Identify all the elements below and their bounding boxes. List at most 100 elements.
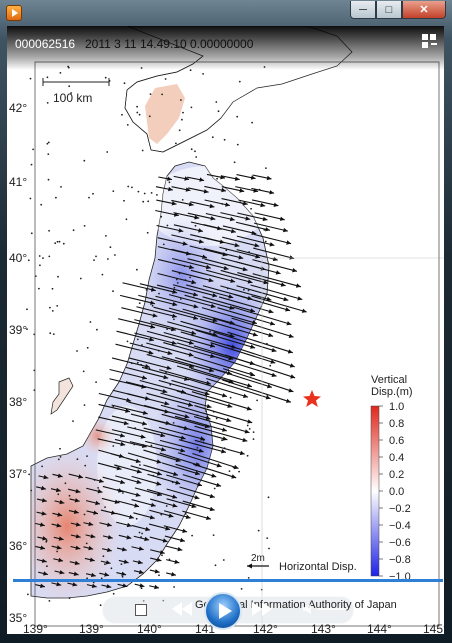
displacement-arrow	[192, 452, 239, 470]
displacement-arrow	[68, 571, 79, 576]
displacement-arrow	[143, 404, 190, 419]
displacement-arrow	[251, 187, 275, 195]
station-dot	[252, 431, 255, 433]
displacement-arrow	[117, 500, 140, 508]
displacement-arrow	[70, 545, 81, 550]
displacement-arrow	[168, 307, 218, 323]
station-dot	[148, 115, 151, 118]
seek-bar[interactable]	[13, 579, 443, 582]
station-dot	[196, 447, 199, 449]
displacement-arrow	[134, 583, 145, 588]
station-dot	[97, 487, 99, 489]
displacement-arrow	[157, 237, 188, 246]
station-dot	[60, 186, 62, 188]
station-dot	[104, 506, 106, 508]
displacement-arrow	[131, 499, 156, 507]
station-dot	[176, 282, 179, 284]
station-dot	[190, 106, 193, 109]
displacement-arrow	[127, 452, 162, 464]
displacement-arrow	[36, 498, 47, 503]
displacement-arrow	[102, 535, 113, 540]
title-bar[interactable]: ─ □ ✕	[0, 0, 452, 26]
displacement-arrow	[35, 583, 46, 588]
volume-slider[interactable]	[317, 608, 345, 610]
video-area[interactable]: 42° 41° 40° 39° 38° 37° 36° 35° 100 km V…	[7, 26, 444, 634]
station-dot	[55, 196, 57, 199]
fullscreen-icon[interactable]	[422, 600, 436, 614]
horizontal-displacement-arrows	[34, 173, 307, 590]
displacement-arrow	[204, 185, 227, 193]
displacement-arrow	[236, 285, 289, 302]
displacement-arrow	[254, 212, 285, 221]
station-dot	[127, 185, 130, 188]
station-dot	[38, 255, 41, 257]
displacement-arrow	[163, 331, 216, 348]
media-player-icon[interactable]	[6, 5, 22, 21]
displacement-arrow	[212, 317, 274, 338]
minimize-button[interactable]: ─	[350, 1, 376, 19]
displacement-arrow	[118, 559, 129, 564]
displacement-arrow	[146, 392, 194, 407]
displacement-arrow	[224, 354, 296, 379]
station-dot	[27, 259, 30, 262]
displacement-arrow	[149, 536, 168, 543]
displacement-arrow	[218, 296, 274, 314]
station-dot	[112, 592, 115, 595]
lat-label: 37°	[9, 467, 27, 481]
station-dot	[246, 454, 249, 457]
station-dot	[89, 321, 92, 323]
station-dot	[29, 77, 32, 80]
legend-tick-label: 0.0	[389, 486, 404, 498]
station-dot	[40, 203, 43, 206]
displacement-arrow	[34, 522, 45, 527]
rewind-icon[interactable]	[172, 602, 194, 616]
station-dot	[269, 364, 272, 367]
fast-forward-icon[interactable]	[252, 602, 274, 616]
seek-progress	[13, 579, 443, 582]
station-dot	[70, 92, 72, 94]
displacement-arrow	[121, 307, 158, 318]
lon-label: 144°	[367, 622, 392, 634]
station-dot	[256, 399, 258, 402]
displacement-arrow	[220, 175, 240, 181]
latitude-axis: 42° 41° 40° 39° 38° 37° 36° 35°	[9, 101, 27, 625]
station-dot	[30, 163, 33, 166]
legend-tick-label: 0.6	[389, 435, 404, 447]
station-dot	[86, 346, 89, 349]
station-dot	[150, 192, 153, 194]
station-dot	[136, 105, 139, 108]
displacement-arrow	[194, 425, 248, 443]
close-button[interactable]: ✕	[402, 1, 446, 19]
displacement-arrow	[166, 572, 177, 577]
station-dot	[123, 199, 125, 202]
displacement-arrow	[133, 569, 144, 575]
displacement-arrow	[187, 378, 249, 398]
displacement-arrow	[36, 485, 47, 491]
station-dot	[158, 292, 160, 295]
displacement-arrow	[129, 342, 173, 355]
displacement-arrow	[38, 571, 49, 576]
lon-label: 139°	[79, 622, 104, 634]
station-dot	[136, 361, 139, 364]
lat-label: 36°	[9, 539, 27, 553]
displacement-arrow	[235, 261, 281, 275]
displacement-arrow	[101, 547, 112, 553]
displacement-arrow	[157, 272, 197, 285]
volume-icon[interactable]	[303, 604, 311, 614]
play-icon[interactable]	[204, 592, 242, 630]
switch-view-icon[interactable]	[422, 34, 438, 50]
station-dot	[83, 159, 86, 162]
station-dot	[45, 540, 48, 543]
displacement-arrow	[150, 549, 165, 555]
station-dot	[214, 564, 217, 567]
displacement-arrow	[111, 357, 150, 369]
displacement-arrow	[146, 330, 194, 345]
displacement-arrow	[147, 473, 181, 485]
displacement-arrow	[160, 404, 211, 420]
maximize-button[interactable]: □	[376, 1, 402, 19]
displacement-arrow	[116, 330, 155, 342]
stop-icon[interactable]	[135, 604, 147, 616]
station-dot	[93, 259, 95, 261]
displacement-arrow	[83, 545, 94, 551]
displacement-arrow	[131, 524, 151, 532]
